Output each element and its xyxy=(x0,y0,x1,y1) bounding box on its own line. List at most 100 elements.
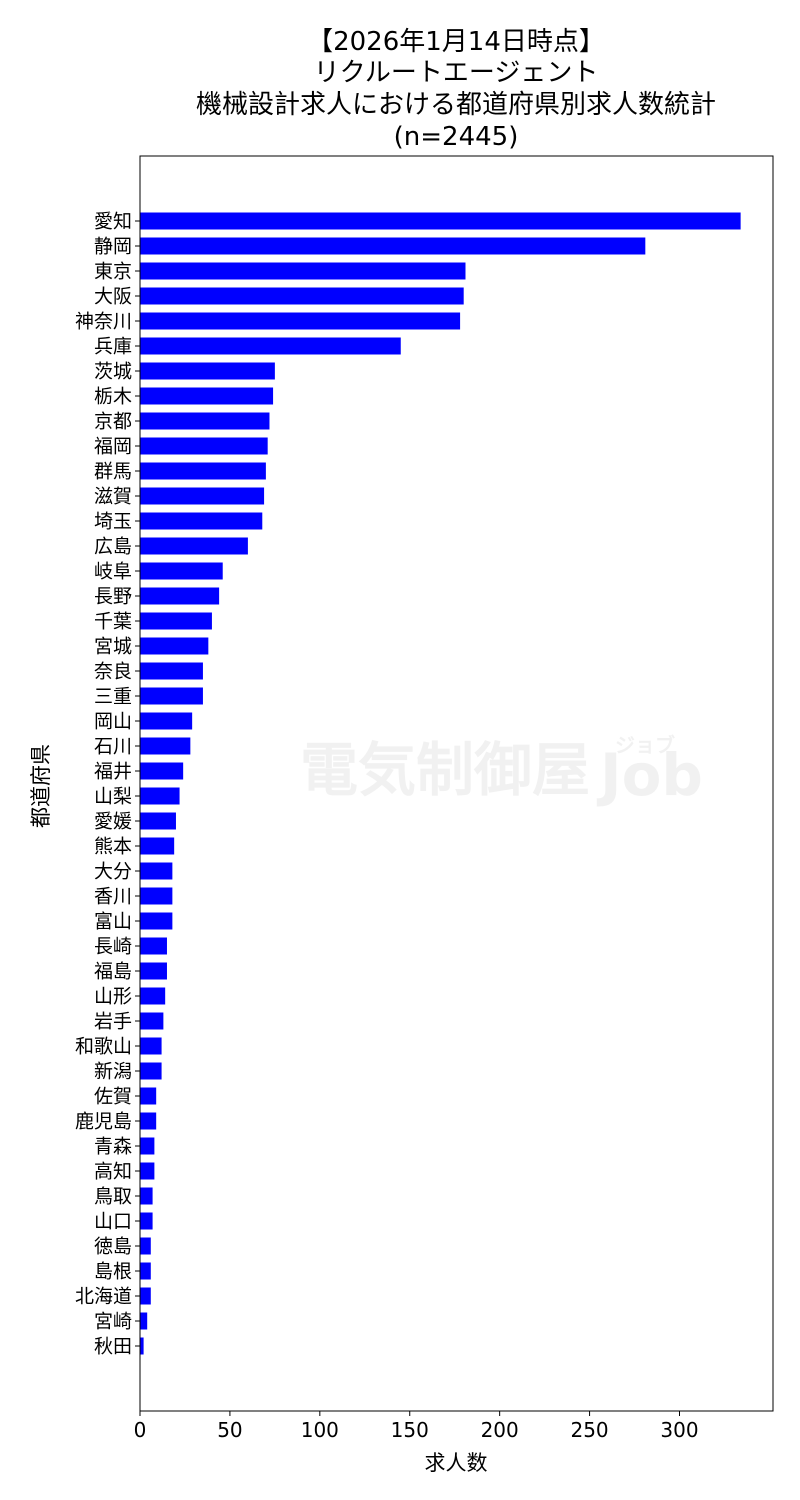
y-tick-label: 三重 xyxy=(94,686,132,708)
x-tick-label: 300 xyxy=(660,1418,698,1442)
y-tick-label: 秋田 xyxy=(94,1336,132,1358)
bar-15 xyxy=(140,587,220,605)
x-tick-label: 50 xyxy=(217,1418,242,1442)
bar-30 xyxy=(140,962,167,980)
y-tick-label: 宮城 xyxy=(94,636,132,658)
bar-39 xyxy=(140,1187,153,1205)
y-tick-label: 山口 xyxy=(94,1211,132,1233)
bar-9 xyxy=(140,437,268,455)
y-tick-label: 青森 xyxy=(94,1136,132,1158)
bar-1 xyxy=(140,237,646,255)
bar-32 xyxy=(140,1012,164,1030)
bar-12 xyxy=(140,512,263,530)
bar-25 xyxy=(140,837,175,855)
y-tick-label: 岡山 xyxy=(94,711,132,733)
bar-3 xyxy=(140,287,464,305)
y-tick-label: 徳島 xyxy=(94,1236,132,1258)
bar-43 xyxy=(140,1287,151,1305)
y-tick-label: 富山 xyxy=(94,911,132,933)
y-tick-label: 長崎 xyxy=(94,936,132,958)
y-tick-label: 長野 xyxy=(94,586,132,608)
title-line-4: (n=2445) xyxy=(394,122,519,152)
y-tick-label: 福井 xyxy=(94,761,132,783)
title-line-3: 機械設計求人における都道府県別求人数統計 xyxy=(196,90,716,120)
bar-6 xyxy=(140,362,275,380)
bar-37 xyxy=(140,1137,155,1155)
bar-26 xyxy=(140,862,173,880)
bar-34 xyxy=(140,1062,162,1080)
y-tick-label: 岐阜 xyxy=(94,561,132,583)
watermark-text: 電気制御屋 xyxy=(300,736,590,804)
chart-title: 【2026年1月14日時点】 リクルートエージェント 機械設計求人における都道府… xyxy=(196,27,716,152)
y-tick-label: 佐賀 xyxy=(94,1086,132,1108)
y-tick-label: 石川 xyxy=(94,736,132,758)
y-tick-label: 島根 xyxy=(94,1261,132,1283)
bar-13 xyxy=(140,537,248,555)
y-tick-label: 鳥取 xyxy=(94,1186,132,1208)
y-tick-label: 愛媛 xyxy=(94,811,132,833)
bar-19 xyxy=(140,687,203,705)
y-tick-label: 宮崎 xyxy=(94,1311,132,1333)
title-line-2: リクルートエージェント xyxy=(314,58,599,88)
y-tick-label: 熊本 xyxy=(94,836,132,858)
bar-28 xyxy=(140,912,173,930)
y-tick-label: 岩手 xyxy=(94,1011,132,1033)
plot-area-frame xyxy=(139,155,774,1412)
title-line-1: 【2026年1月14日時点】 xyxy=(307,27,605,57)
bar-14 xyxy=(140,562,223,580)
y-tick-label: 神奈川 xyxy=(75,311,132,333)
bar-5 xyxy=(140,337,401,355)
bar-36 xyxy=(140,1112,157,1130)
bar-22 xyxy=(140,762,184,780)
bar-27 xyxy=(140,887,173,905)
y-tick-label: 滋賀 xyxy=(94,486,132,508)
bar-35 xyxy=(140,1087,157,1105)
x-tick-label: 0 xyxy=(134,1418,147,1442)
y-tick-label: 香川 xyxy=(94,886,132,908)
y-tick-label: 山梨 xyxy=(94,786,132,808)
y-tick-label: 東京 xyxy=(94,261,132,283)
watermark-sub: ジョブ xyxy=(615,733,675,757)
y-tick-label: 京都 xyxy=(94,411,132,433)
bar-24 xyxy=(140,812,176,830)
y-tick-label: 鹿児島 xyxy=(75,1111,132,1133)
y-axis-label: 都道府県 xyxy=(29,744,53,828)
y-tick-label: 山形 xyxy=(94,986,132,1008)
y-tick-label: 和歌山 xyxy=(75,1036,132,1058)
y-tick-label: 静岡 xyxy=(94,236,132,258)
bar-38 xyxy=(140,1162,155,1180)
y-tick-label: 高知 xyxy=(94,1161,132,1183)
x-tick-label: 150 xyxy=(391,1418,429,1442)
bars xyxy=(140,212,741,1355)
x-tick-label: 100 xyxy=(301,1418,339,1442)
watermark-logo: 電気制御屋 Job ジョブ xyxy=(300,733,703,809)
y-tick-label: 愛知 xyxy=(94,211,132,233)
bar-45 xyxy=(140,1337,144,1355)
bar-4 xyxy=(140,312,461,330)
x-tick-label: 250 xyxy=(570,1418,608,1442)
bar-10 xyxy=(140,462,266,480)
y-tick-label: 大分 xyxy=(94,861,132,883)
y-tick-label: 広島 xyxy=(94,536,132,558)
y-tick-label: 茨城 xyxy=(94,361,132,383)
bar-44 xyxy=(140,1312,148,1330)
x-axis-label: 求人数 xyxy=(425,1451,488,1475)
y-tick-label: 兵庫 xyxy=(94,336,132,358)
y-tick-labels: 愛知静岡東京大阪神奈川兵庫茨城栃木京都福岡群馬滋賀埼玉広島岐阜長野千葉宮城奈良三… xyxy=(75,211,140,1358)
y-tick-label: 福岡 xyxy=(94,436,132,458)
y-tick-label: 北海道 xyxy=(75,1286,132,1308)
bar-40 xyxy=(140,1212,153,1230)
bar-2 xyxy=(140,262,466,280)
bar-7 xyxy=(140,387,274,405)
y-tick-label: 栃木 xyxy=(94,386,132,408)
y-tick-label: 千葉 xyxy=(94,611,132,633)
bar-33 xyxy=(140,1037,162,1055)
bar-29 xyxy=(140,937,167,955)
y-tick-label: 埼玉 xyxy=(94,511,132,533)
x-axis: 0 50 100 150 200 250 300 xyxy=(134,1411,699,1442)
y-tick-label: 群馬 xyxy=(94,461,132,483)
bar-23 xyxy=(140,787,180,805)
bar-17 xyxy=(140,637,209,655)
